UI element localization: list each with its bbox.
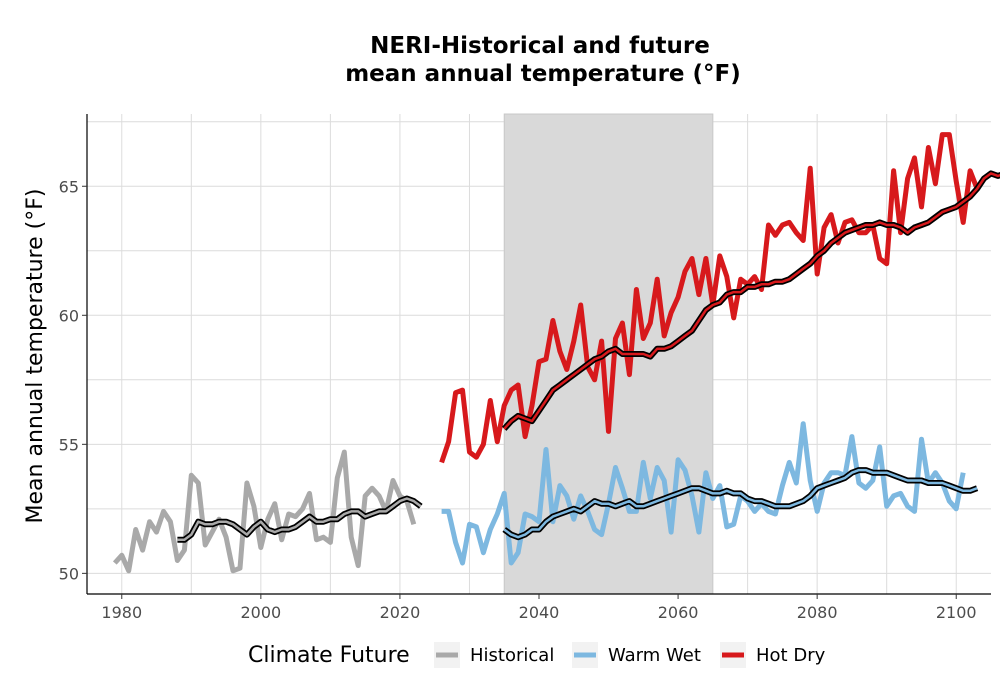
- legend-title: Climate Future: [248, 643, 410, 668]
- y-tick-label-50: 50: [59, 564, 79, 583]
- y-axis-title: Mean annual temperature (°F): [23, 189, 48, 524]
- y-tick-label-65: 65: [59, 177, 79, 196]
- series-line-warm-wet: [441, 421, 966, 566]
- x-tick-label-1980: 1980: [101, 603, 142, 622]
- chart-title-line-2: mean annual temperature (°F): [345, 61, 741, 87]
- smooth-line-historical: [177, 497, 422, 542]
- smooth-line-warm-wet: [503, 468, 978, 539]
- x-tick-label-2000: 2000: [240, 603, 281, 622]
- y-tick-label-55: 55: [59, 435, 79, 454]
- legend-label-historical: Historical: [470, 645, 554, 666]
- chart-title-line-1: NERI-Historical and future: [370, 33, 710, 59]
- x-tick-label-2040: 2040: [519, 603, 560, 622]
- series-line-historical: [112, 449, 417, 574]
- x-tick-label-2060: 2060: [658, 603, 699, 622]
- plot-area: 1980 2000 2020 2040 2060 2080 2100 50 55 60 65: [59, 113, 1000, 622]
- legend: Climate Future Historical Warm Wet Hot Dry: [248, 642, 826, 668]
- series-line-hot-dry: [439, 132, 980, 464]
- legend-label-hot-dry: Hot Dry: [756, 645, 826, 666]
- smooth-line-hot-dry: [503, 172, 1000, 430]
- legend-label-warm-wet: Warm Wet: [608, 645, 701, 666]
- x-tick-label-2020: 2020: [380, 603, 421, 622]
- x-tick-label-2080: 2080: [797, 603, 838, 622]
- x-tick-label-2100: 2100: [936, 603, 977, 622]
- y-tick-label-60: 60: [59, 306, 79, 325]
